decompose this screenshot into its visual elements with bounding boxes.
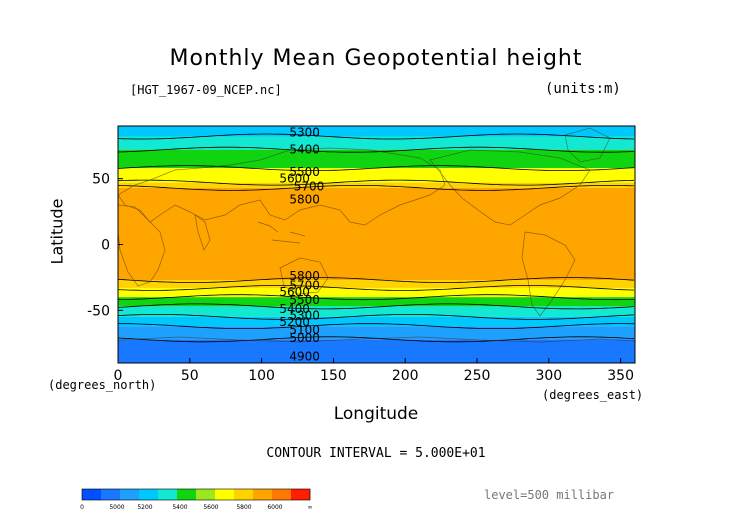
x-tick-label: 50 xyxy=(181,368,199,384)
contour-label-1: 5400 xyxy=(289,143,320,157)
contour-label-8: 5600 xyxy=(279,285,310,299)
colorbar-swatch-10 xyxy=(272,489,292,500)
contour-label-3: 5600 xyxy=(279,172,310,186)
colorbar-swatch-11 xyxy=(291,489,311,500)
coast-africa xyxy=(117,204,166,287)
band-3 xyxy=(118,168,635,183)
contour-label-6: 5800 xyxy=(289,269,320,283)
contour-label-12: 5200 xyxy=(279,315,310,329)
contour-line-8 xyxy=(118,294,635,301)
x-tick-label: 200 xyxy=(392,368,419,384)
colorbar-swatch-8 xyxy=(234,489,254,500)
coast-eurasia xyxy=(117,147,446,226)
band-11 xyxy=(118,326,635,340)
band-10 xyxy=(118,316,635,327)
y-tick-label: 0 xyxy=(101,238,110,254)
colorbar: 0 5000 5200 5400 5600 5800 6000 ∞ xyxy=(80,488,313,511)
contour-line-6 xyxy=(117,277,635,283)
coast-india xyxy=(194,214,211,251)
colorbar-swatch-9 xyxy=(253,489,273,500)
contour-label-4: 5700 xyxy=(294,180,325,194)
colorbar-frame xyxy=(81,488,311,501)
colorbar-swatch-7 xyxy=(215,489,235,500)
contour-line-4 xyxy=(117,179,635,186)
contour-label-13: 5100 xyxy=(289,323,320,337)
band-2 xyxy=(118,149,635,169)
band-6 xyxy=(118,280,635,288)
band-1 xyxy=(118,136,635,150)
colorbar-label-4: 5600 xyxy=(203,504,218,511)
coast-south-america xyxy=(521,231,576,317)
band-8 xyxy=(118,297,635,307)
contour-label-2: 5500 xyxy=(289,165,320,179)
contour-label-10: 5400 xyxy=(279,302,310,316)
axis-ticks: 0 50 100 150 200 250 300 350 -50 0 50 xyxy=(87,172,634,384)
colorbar-swatch-1 xyxy=(101,489,121,500)
coast-australia xyxy=(279,257,329,295)
level-label: level=500 millibar xyxy=(484,488,615,502)
chart-title: Monthly Mean Geopotential height xyxy=(169,46,583,71)
x-tick-label: 300 xyxy=(535,368,562,384)
contour-lines xyxy=(117,133,635,343)
x-tick-label: 150 xyxy=(320,368,347,384)
colorbar-label-1: 5000 xyxy=(109,504,124,511)
band-7 xyxy=(118,287,635,298)
band-0 xyxy=(118,126,635,137)
colorbar-label-6: 6000 xyxy=(267,504,282,511)
contour-line-5 xyxy=(117,185,635,191)
contour-label-9: 5500 xyxy=(289,293,320,307)
x-tick-label: 350 xyxy=(607,368,634,384)
contour-label-11: 5300 xyxy=(289,309,320,323)
x-axis-units: (degrees_east) xyxy=(542,388,644,402)
colorbar-swatch-0 xyxy=(82,489,102,500)
contour-line-7 xyxy=(117,285,635,291)
coast-greenland xyxy=(564,127,611,163)
contour-label-0: 5300 xyxy=(289,126,320,140)
contour-line-2 xyxy=(117,146,635,153)
colorbar-label-2: 5200 xyxy=(137,504,152,511)
colorbar-swatch-3 xyxy=(139,489,159,500)
contour-line-3 xyxy=(117,165,635,171)
filled-bands xyxy=(118,126,635,363)
contour-label-14: 5000 xyxy=(289,331,320,345)
colorbar-swatch-6 xyxy=(196,489,216,500)
contour-line-1 xyxy=(117,133,635,140)
units-label: (units:m) xyxy=(545,81,621,97)
colorbar-swatch-2 xyxy=(120,489,140,500)
colorbar-label-3: 5400 xyxy=(172,504,187,511)
contour-line-10 xyxy=(117,314,635,320)
coastlines xyxy=(117,127,636,343)
y-axis-units: (degrees_north) xyxy=(48,378,157,392)
band-9 xyxy=(118,306,635,317)
x-axis-title: Longitude xyxy=(333,404,419,424)
coast-north-america xyxy=(429,149,591,226)
contour-line-11 xyxy=(117,323,635,329)
contour-label-15: 4900 xyxy=(289,349,320,363)
x-tick-label: 250 xyxy=(464,368,491,384)
contour-interval-label: CONTOUR INTERVAL = 5.000E+01 xyxy=(266,446,486,461)
colorbar-swatch-4 xyxy=(158,489,178,500)
contour-line-9 xyxy=(117,303,635,310)
band-5 xyxy=(118,187,635,281)
contour-label-5: 5800 xyxy=(289,193,320,207)
coast-indonesia xyxy=(257,221,306,244)
colorbar-label-0: 0 xyxy=(80,504,84,511)
x-tick-label: 0 xyxy=(114,368,123,384)
y-tick-label: -50 xyxy=(87,303,110,319)
coast-antarctica xyxy=(117,336,636,343)
x-tick-label: 100 xyxy=(248,368,275,384)
file-name-label: [HGT_1967-09_NCEP.nc] xyxy=(130,83,282,97)
colorbar-label-5: 5800 xyxy=(236,504,251,511)
band-12 xyxy=(118,339,635,363)
colorbar-swatch-5 xyxy=(177,489,197,500)
contour-label-7: 5700 xyxy=(289,278,320,292)
y-tick-label: 50 xyxy=(92,172,110,188)
colorbar-label-7: ∞ xyxy=(308,504,313,511)
